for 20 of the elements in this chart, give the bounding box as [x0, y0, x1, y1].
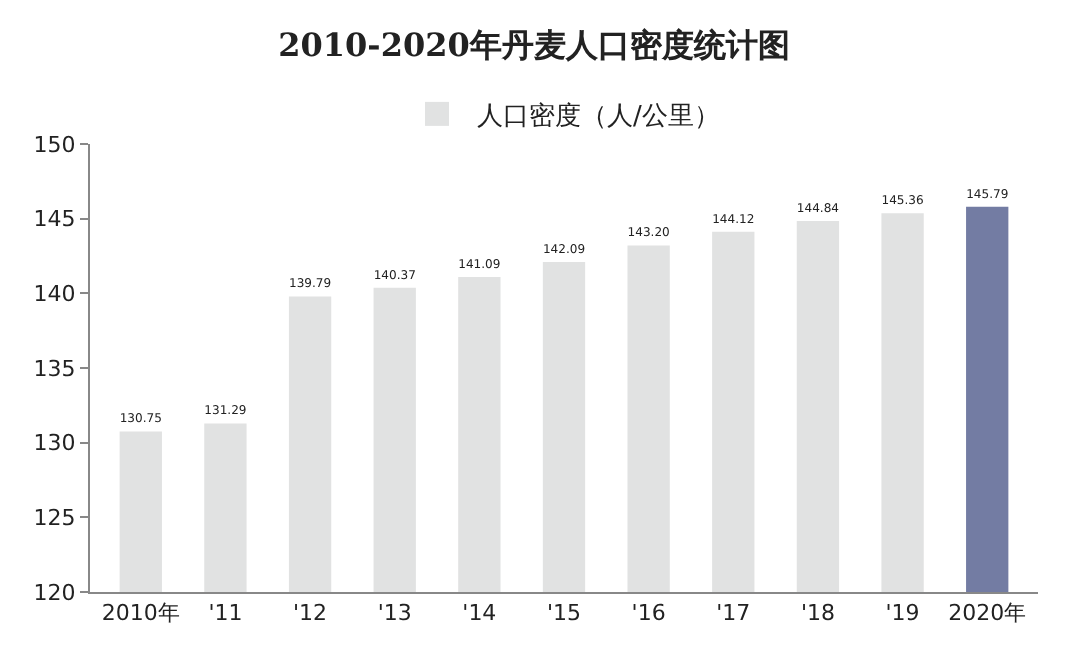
y-tick-label: 120 [33, 579, 76, 606]
x-tick-label: '19 [885, 600, 920, 627]
x-tick-label: '16 [631, 600, 666, 627]
y-tick-label: 125 [33, 505, 76, 532]
y-tick-label: 130 [33, 430, 76, 457]
y-tick-label: 145 [33, 206, 76, 233]
x-tick-label: '14 [462, 600, 497, 627]
x-tick-label: '13 [377, 600, 412, 627]
chart-title: 2010-2020年丹麦人口密度统计图 [278, 26, 790, 64]
x-tick-label: '11 [208, 600, 243, 627]
x-tick-label: '15 [546, 600, 582, 627]
x-tick-label: '12 [293, 600, 328, 627]
y-tick-label: 140 [33, 281, 76, 308]
x-tick-label: 2010年 [101, 600, 180, 627]
y-tick-label: 135 [33, 355, 76, 382]
y-tick-label: 150 [33, 131, 76, 158]
x-tick-label: '18 [800, 600, 835, 627]
x-tick-label: 2020年 [948, 600, 1027, 627]
x-tick-label: '17 [716, 600, 751, 627]
legend-label: 人口密度（人/公里） [477, 100, 720, 133]
